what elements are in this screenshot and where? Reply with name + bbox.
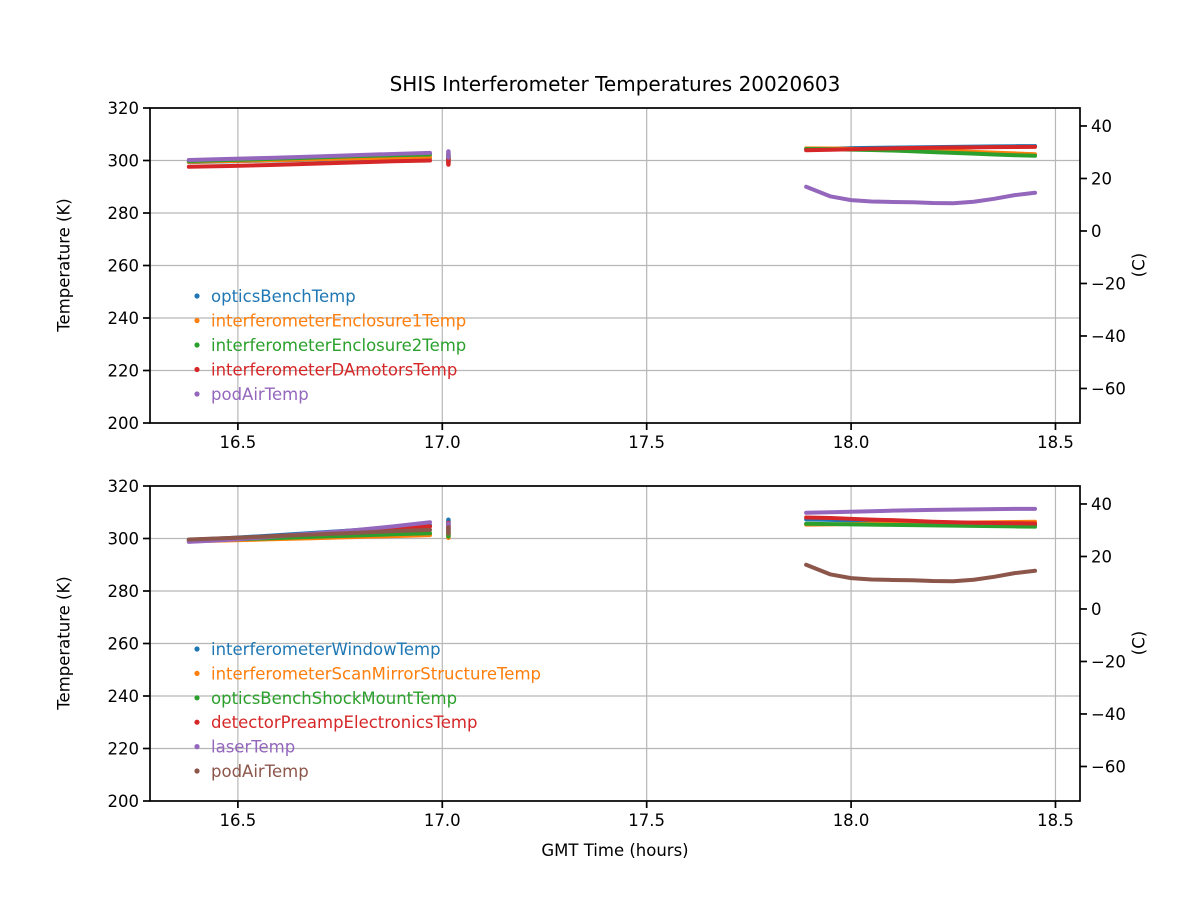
legend-label-podAirTemp: podAirTemp — [211, 762, 309, 781]
chart-title: SHIS Interferometer Temperatures 2002060… — [389, 72, 841, 96]
legend-marker-opticsBenchShockMountTemp — [194, 695, 200, 701]
y-axis-label-right-top: (C) — [1129, 252, 1149, 278]
y-tick-label-right: 20 — [1091, 169, 1112, 188]
legend-label-interferometerEnclosure1Temp: interferometerEnclosure1Temp — [211, 312, 466, 331]
x-tick-label: 17.0 — [424, 433, 461, 452]
legend-marker-interferometerEnclosure2Temp — [194, 342, 200, 348]
legend-marker-podAirTemp — [194, 391, 200, 397]
legend-label-interferometerWindowTemp: interferometerWindowTemp — [211, 640, 441, 659]
legend-marker-opticsBenchTemp — [194, 293, 200, 299]
y-tick-label-left: 300 — [108, 530, 140, 549]
legend-marker-interferometerEnclosure1Temp — [194, 317, 200, 324]
y-tick-label-left: 280 — [108, 582, 140, 601]
legend-label-interferometerEnclosure2Temp: interferometerEnclosure2Temp — [211, 336, 466, 355]
x-tick-label: 16.5 — [220, 811, 257, 830]
x-tick-label: 16.5 — [220, 433, 257, 452]
y-tick-label-right: −40 — [1091, 327, 1126, 346]
y-axis-label-left-top: Temperature (K) — [54, 198, 74, 332]
y-tick-label-left: 280 — [108, 204, 140, 223]
series-podAirTemp-segment2 — [804, 184, 1038, 206]
legend-marker-interferometerWindowTemp — [194, 646, 200, 652]
legend-label-detectorPreampElectronicsTemp: detectorPreampElectronicsTemp — [211, 713, 477, 732]
x-tick-label: 18.0 — [833, 811, 870, 830]
series-detectorPreampElectronicsTemp-segment2 — [804, 515, 1038, 526]
legend-marker-podAirTemp — [194, 768, 200, 774]
y-tick-label-right: −20 — [1091, 274, 1126, 293]
y-tick-label-right: 40 — [1091, 495, 1112, 514]
legend-label-interferometerDAmotorsTemp: interferometerDAmotorsTemp — [211, 361, 457, 380]
y-tick-label-right: −60 — [1091, 757, 1126, 776]
y-tick-label-left: 320 — [108, 477, 140, 496]
legend-label-podAirTemp: podAirTemp — [211, 385, 309, 404]
series-interferometerDAmotorsTemp-segment1 — [186, 158, 433, 169]
x-tick-label: 18.5 — [1037, 811, 1074, 830]
y-tick-label-right: 0 — [1091, 600, 1102, 619]
legend-label-interferometerScanMirrorStructureTemp: interferometerScanMirrorStructureTemp — [211, 664, 541, 683]
x-tick-label: 18.5 — [1037, 433, 1074, 452]
series-podAirTemp-segment1 — [186, 527, 433, 542]
y-tick-label-right: −40 — [1091, 705, 1126, 724]
y-tick-label-right: −60 — [1091, 379, 1126, 398]
y-tick-label-left: 300 — [108, 152, 140, 171]
y-tick-label-left: 220 — [108, 362, 140, 381]
y-tick-label-left: 260 — [108, 635, 140, 654]
y-tick-label-left: 200 — [108, 792, 140, 811]
y-tick-label-right: 40 — [1091, 117, 1112, 136]
y-tick-label-right: −20 — [1091, 652, 1126, 671]
legend-label-opticsBenchShockMountTemp: opticsBenchShockMountTemp — [211, 689, 457, 708]
series-opticsBenchShockMountTemp-segment2 — [804, 521, 1038, 529]
x-tick-label: 17.5 — [628, 811, 665, 830]
y-tick-label-left: 320 — [108, 99, 140, 118]
y-tick-label-right: 0 — [1091, 222, 1102, 241]
series-podAirTemp-segment1 — [186, 150, 433, 162]
y-tick-label-left: 240 — [108, 309, 140, 328]
legend-marker-detectorPreampElectronicsTemp — [194, 719, 200, 725]
y-tick-label-left: 240 — [108, 687, 140, 706]
y-tick-label-left: 220 — [108, 740, 140, 759]
legend-label-laserTemp: laserTemp — [211, 738, 295, 757]
legend-marker-laserTemp — [194, 744, 200, 750]
y-axis-label-left-bottom: Temperature (K) — [54, 576, 74, 710]
x-tick-label: 17.0 — [424, 811, 461, 830]
series-podAirTemp-segment2 — [804, 562, 1038, 584]
legend-label-opticsBenchTemp: opticsBenchTemp — [211, 287, 356, 306]
y-tick-label-left: 260 — [108, 257, 140, 276]
y-axis-label-right-bottom: (C) — [1129, 630, 1149, 656]
y-tick-label-left: 200 — [108, 414, 140, 433]
legend-marker-interferometerScanMirrorStructureTemp — [194, 670, 200, 677]
x-axis-label: GMT Time (hours) — [541, 841, 689, 860]
x-tick-label: 17.5 — [628, 433, 665, 452]
series-laserTemp-segment2 — [804, 506, 1038, 515]
x-tick-label: 18.0 — [833, 433, 870, 452]
legend-marker-interferometerDAmotorsTemp — [194, 366, 200, 373]
series-interferometerDAmotorsTemp-segment2 — [804, 144, 1038, 153]
y-tick-label-right: 20 — [1091, 547, 1112, 566]
